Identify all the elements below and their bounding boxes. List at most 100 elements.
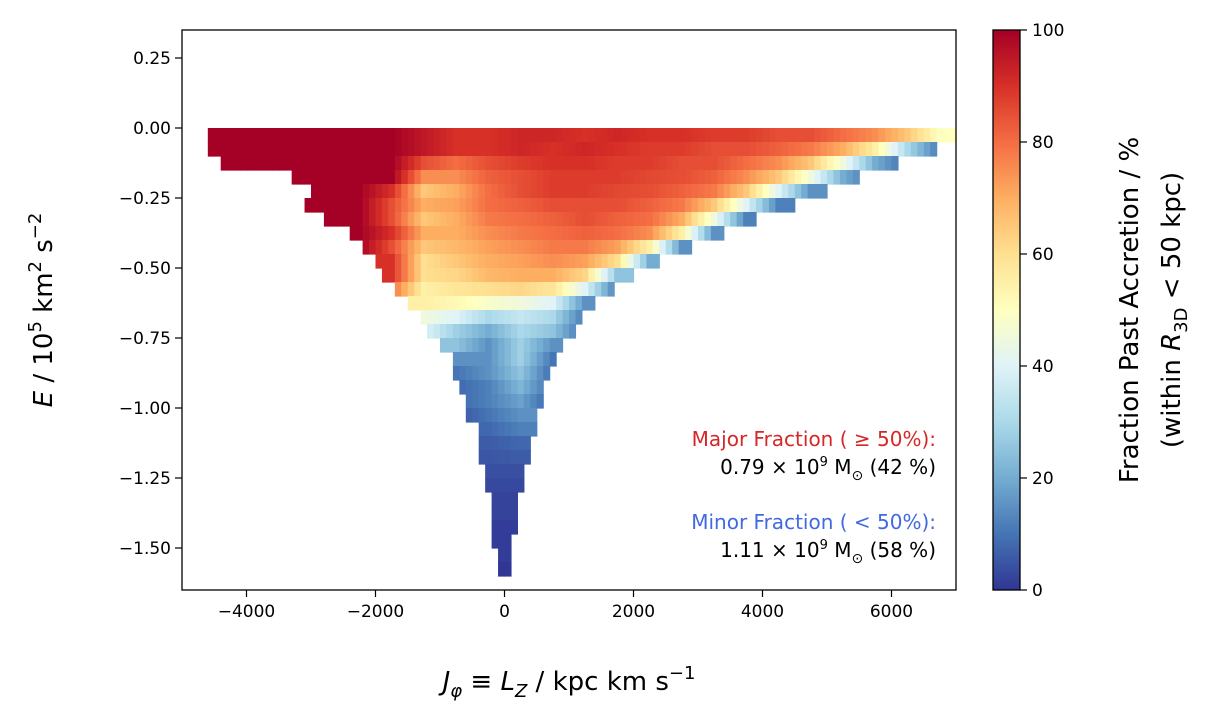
heatmap-cell: [407, 170, 415, 185]
heatmap-cell: [523, 156, 531, 171]
heatmap-cell: [581, 142, 589, 157]
heatmap-cell: [749, 212, 757, 227]
heatmap-cell: [614, 156, 622, 171]
heatmap-cell: [543, 170, 551, 185]
heatmap-cell: [407, 198, 415, 213]
heatmap-cell: [498, 324, 506, 339]
heatmap-cell: [639, 156, 647, 171]
heatmap-cell: [343, 170, 351, 185]
heatmap-cell: [498, 478, 506, 493]
heatmap-cell: [440, 268, 448, 283]
heatmap-cell: [556, 226, 564, 241]
heatmap-cell: [756, 184, 764, 199]
heatmap-cell: [717, 156, 725, 171]
heatmap-cell: [233, 142, 241, 157]
heatmap-cell: [517, 408, 525, 423]
heatmap-cell: [878, 142, 886, 157]
heatmap-cell: [665, 226, 673, 241]
heatmap-cell: [730, 128, 738, 143]
heatmap-cell: [349, 128, 357, 143]
heatmap-cell: [510, 506, 518, 521]
heatmap-cell: [781, 156, 789, 171]
heatmap-cell: [369, 212, 377, 227]
heatmap-cell: [381, 254, 389, 269]
heatmap-cell: [562, 184, 570, 199]
heatmap-cell: [401, 226, 409, 241]
heatmap-cell: [472, 184, 480, 199]
heatmap-cell: [388, 184, 396, 199]
heatmap-cell: [407, 212, 415, 227]
heatmap-cell: [349, 142, 357, 157]
heatmap-cell: [652, 184, 660, 199]
heatmap-cell: [536, 282, 544, 297]
heatmap-cell: [336, 198, 344, 213]
heatmap-cell: [504, 464, 512, 479]
heatmap-cell: [510, 450, 518, 465]
heatmap-cell: [910, 128, 918, 143]
heatmap-cell: [227, 142, 235, 157]
heatmap-cell: [517, 268, 525, 283]
heatmap-cell: [672, 170, 680, 185]
heatmap-cell: [704, 226, 712, 241]
heatmap-cell: [575, 254, 583, 269]
heatmap-cell: [736, 212, 744, 227]
heatmap-cell: [730, 184, 738, 199]
x-tick-label: 6000: [870, 602, 913, 622]
heatmap-cell: [446, 212, 454, 227]
heatmap-cell: [504, 324, 512, 339]
heatmap-cell: [685, 156, 693, 171]
heatmap-cell: [485, 464, 493, 479]
heatmap-cell: [491, 352, 499, 367]
heatmap-cell: [472, 324, 480, 339]
heatmap-cell: [594, 226, 602, 241]
heatmap-cell: [472, 366, 480, 381]
heatmap-cell: [440, 128, 448, 143]
heatmap-cell: [581, 184, 589, 199]
heatmap-cell: [678, 240, 686, 255]
heatmap-cell: [317, 198, 325, 213]
heatmap-cell: [485, 310, 493, 325]
heatmap-cell: [704, 128, 712, 143]
heatmap-cell: [691, 156, 699, 171]
heatmap-cell: [323, 198, 331, 213]
heatmap-cell: [207, 128, 215, 143]
heatmap-cell: [375, 170, 383, 185]
heatmap-cell: [685, 128, 693, 143]
heatmap-cell: [717, 128, 725, 143]
heatmap-cell: [491, 198, 499, 213]
heatmap-cell: [569, 296, 577, 311]
heatmap-cell: [556, 310, 564, 325]
heatmap-cell: [581, 198, 589, 213]
heatmap-cell: [336, 128, 344, 143]
colorbar-ticks: 0 20 40 60 80 100: [1020, 21, 1064, 601]
heatmap-cell: [549, 142, 557, 157]
heatmap-cell: [491, 212, 499, 227]
heatmap-cell: [356, 170, 364, 185]
heatmap-cell: [440, 282, 448, 297]
heatmap-cell: [394, 268, 402, 283]
heatmap-cell: [323, 156, 331, 171]
heatmap-cell: [517, 464, 525, 479]
heatmap-cell: [472, 198, 480, 213]
heatmap-cell: [220, 128, 228, 143]
heatmap-cell: [452, 212, 460, 227]
heatmap-cell: [594, 170, 602, 185]
heatmap-cell: [433, 184, 441, 199]
heatmap-cell: [730, 142, 738, 157]
heatmap-cell: [685, 142, 693, 157]
heatmap-cell: [814, 128, 822, 143]
colorbar-tick-label: 0: [1032, 581, 1043, 601]
heatmap-cell: [536, 338, 544, 353]
heatmap-cell: [459, 212, 467, 227]
heatmap-cell: [472, 170, 480, 185]
heatmap-cell: [620, 212, 628, 227]
heatmap-cell: [872, 142, 880, 157]
heatmap-cell: [472, 254, 480, 269]
heatmap-cell: [259, 128, 267, 143]
heatmap-cell: [652, 170, 660, 185]
heatmap-cell: [407, 240, 415, 255]
heatmap-cell: [478, 142, 486, 157]
heatmap-cell: [756, 156, 764, 171]
heatmap-cell: [278, 128, 286, 143]
heatmap-cell: [556, 338, 564, 353]
